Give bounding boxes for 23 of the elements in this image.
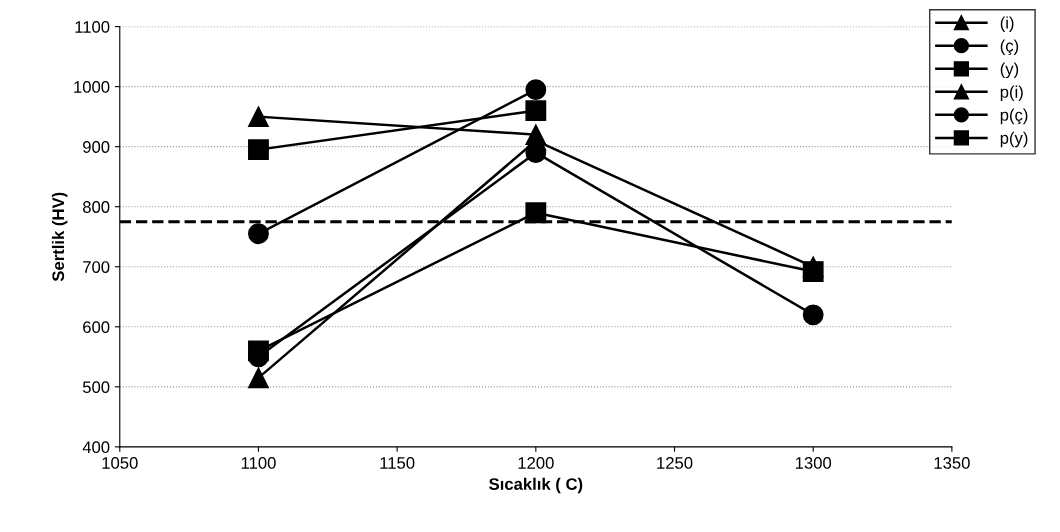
legend-label: p(i) (1000, 85, 1023, 102)
x-tick-label: 1050 (102, 457, 138, 469)
x-tick-label: 1300 (795, 457, 832, 469)
y-tick-label: 400 (82, 441, 110, 454)
legend-label: (i) (1000, 16, 1014, 32)
y-tick-label: 1100 (75, 21, 110, 33)
legend-label: p(ç) (1000, 108, 1028, 125)
y-axis-title: Sertlik (HV) (51, 192, 68, 282)
x-tick-label: 1200 (518, 457, 554, 469)
x-axis-title: Sıcaklık ( C) (489, 477, 583, 494)
legend-label: p(y) (1000, 131, 1028, 148)
x-tick-label: 1350 (934, 457, 970, 469)
y-tick-label: 900 (83, 141, 110, 153)
y-tick-label: 500 (82, 381, 110, 394)
y-tick-label: 700 (83, 261, 110, 273)
legend-label: (y) (1000, 62, 1019, 79)
x-tick-label: 1250 (657, 457, 693, 469)
y-tick-label: 600 (83, 321, 110, 333)
x-tick-label: 1150 (380, 457, 415, 469)
y-tick-label: 1000 (74, 81, 110, 93)
y-tick-label: 800 (82, 201, 110, 213)
legend-label: (ç) (1000, 39, 1019, 56)
x-tick-label: 1100 (241, 457, 276, 469)
